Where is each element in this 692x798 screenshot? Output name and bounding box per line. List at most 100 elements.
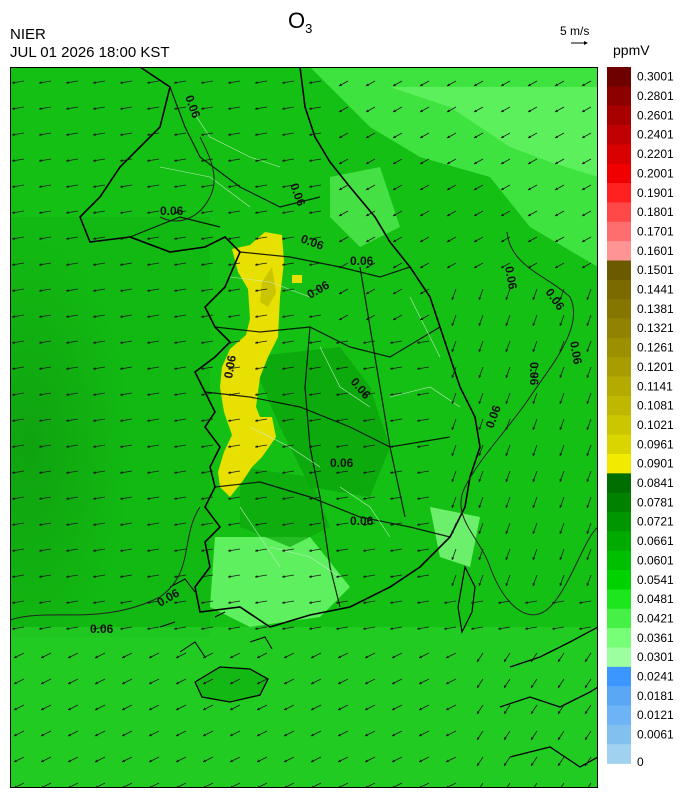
legend-label: 0.1441 <box>637 283 674 297</box>
wind-vector-head <box>477 685 480 688</box>
wind-vector-head <box>147 237 150 240</box>
wind-vector-head <box>505 349 509 352</box>
map-title: O3 <box>288 8 312 36</box>
wind-vector-head <box>93 107 96 110</box>
wind-vector-head <box>451 349 455 352</box>
wind-vector-head <box>147 601 150 604</box>
wind-vector-head <box>122 733 125 737</box>
wind-vector-head <box>474 83 477 86</box>
wind-vector-head <box>203 759 206 763</box>
wind-vector-head <box>338 733 341 737</box>
wind-vector-head <box>336 627 339 630</box>
wind-vector-head <box>417 471 420 474</box>
wind-vector-head <box>559 479 563 482</box>
wind-vector-head <box>309 185 312 188</box>
wind-vector-head <box>336 445 339 448</box>
wind-vector-head <box>147 133 150 136</box>
wind-vector-head <box>420 239 423 242</box>
wind-vector-head <box>201 159 204 162</box>
legend-swatch <box>607 628 631 648</box>
wind-vector-head <box>532 427 536 430</box>
legend-label: 0.0781 <box>637 495 674 509</box>
wind-vector-head <box>120 497 123 500</box>
wind-vector-head <box>39 133 42 136</box>
wind-vector-head <box>501 135 504 138</box>
wind-vector-head <box>93 185 96 188</box>
wind-vector-head <box>363 497 366 500</box>
wind-vector-head <box>95 733 98 737</box>
wind-vector-head <box>366 213 369 216</box>
wind-vector-head <box>531 659 534 662</box>
wind-vector-head <box>120 315 123 318</box>
wind-vector-head <box>478 401 482 404</box>
wind-vector-head <box>147 211 150 214</box>
wind-vector-head <box>201 627 204 630</box>
wind-vector-head <box>228 133 231 136</box>
legend-label: 0.0061 <box>637 728 674 742</box>
wind-vector-head <box>505 323 509 326</box>
wind-vector-head <box>66 185 69 188</box>
wind-vector-head <box>93 419 96 422</box>
wind-vector-head <box>255 289 258 292</box>
unit-label: ppmV <box>613 42 650 58</box>
wind-vector-head <box>451 297 455 300</box>
wind-vector-head <box>147 81 150 84</box>
wind-vector-head <box>228 549 231 552</box>
wind-vector-head <box>417 523 420 526</box>
wind-vector-head <box>120 575 123 578</box>
wind-vector-head <box>474 213 477 216</box>
legend-label: 0.0481 <box>637 592 674 606</box>
wind-vector-head <box>363 471 366 474</box>
wind-vector-head <box>282 471 285 474</box>
wind-vector-head <box>12 497 15 500</box>
wind-vector-head <box>417 601 420 604</box>
wind-vector-head <box>309 315 312 318</box>
wind-vector-head <box>501 83 504 86</box>
wind-vector-head <box>66 211 69 214</box>
wind-vector-head <box>149 759 152 763</box>
wind-vector-head <box>532 531 536 534</box>
wind-vector-head <box>93 289 96 292</box>
wind-vector-head <box>284 655 287 659</box>
wind-vector-head <box>501 187 504 190</box>
wind-vector-head <box>559 453 563 456</box>
wind-vector-head <box>339 135 342 138</box>
legend-label: 0.3001 <box>637 70 674 84</box>
wind-vector-head <box>203 707 206 711</box>
wind-vector-head <box>392 759 395 763</box>
wind-vector-head <box>309 367 312 370</box>
wind-vector-head <box>66 289 69 292</box>
wind-vector-head <box>39 107 42 110</box>
wind-vector-head <box>363 393 366 396</box>
wind-vector-head <box>582 109 585 112</box>
wind-vector-head <box>176 733 179 737</box>
wind-vector-head <box>309 549 312 552</box>
wind-vector-head <box>393 83 396 86</box>
wind-vector-head <box>420 187 423 190</box>
wind-vector-head <box>95 655 98 659</box>
wind-vector-head <box>174 341 177 344</box>
wind-vector-head <box>420 213 423 216</box>
wind-vector-head <box>447 265 450 268</box>
wind-vector-head <box>309 497 312 500</box>
wind-vector-head <box>149 707 152 711</box>
wind-vector-head <box>282 393 285 396</box>
wind-vector-head <box>558 763 561 766</box>
wind-vector-head <box>255 315 258 318</box>
wind-vector-head <box>309 471 312 474</box>
wind-vector-head <box>93 445 96 448</box>
wind-vector-head <box>147 445 150 448</box>
wind-vector-head <box>555 187 558 190</box>
wind-vector-head <box>120 549 123 552</box>
wind-vector-head <box>532 557 536 560</box>
wind-vector-head <box>558 737 561 740</box>
wind-vector-head <box>147 627 150 630</box>
wind-vector-head <box>147 367 150 370</box>
wind-vector-head <box>14 707 17 711</box>
wind-vector-head <box>255 367 258 370</box>
wind-vector-head <box>120 133 123 136</box>
wind-vector-head <box>12 211 15 214</box>
wind-vector-head <box>366 291 369 294</box>
wind-vector-head <box>339 109 342 112</box>
legend-swatch <box>607 531 631 552</box>
